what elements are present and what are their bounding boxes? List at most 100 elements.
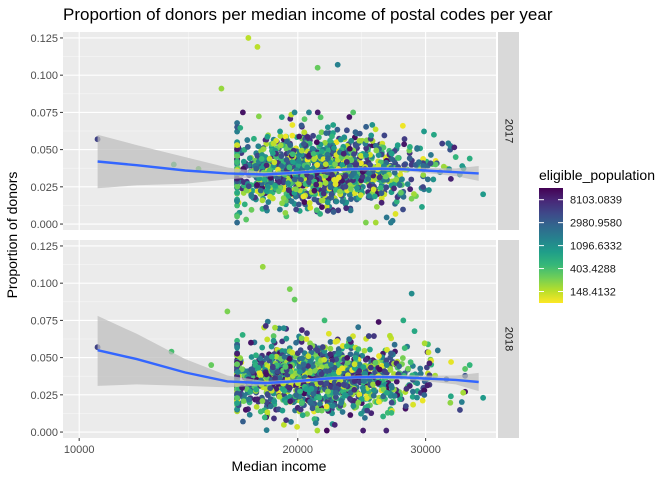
data-point (286, 164, 293, 171)
data-point (267, 193, 273, 200)
data-point (245, 183, 252, 190)
data-point (352, 129, 359, 136)
data-point (234, 390, 241, 397)
data-point (325, 388, 331, 395)
data-point (298, 177, 304, 183)
data-point (248, 354, 255, 360)
data-point (280, 325, 287, 332)
data-point (269, 363, 276, 370)
data-point (263, 355, 270, 361)
data-point (334, 61, 341, 68)
data-point (267, 174, 274, 181)
data-point (348, 196, 354, 202)
data-point (347, 207, 354, 214)
data-point (307, 358, 314, 365)
data-point (277, 128, 283, 135)
data-point (297, 406, 304, 413)
data-point (387, 367, 394, 373)
data-point (401, 162, 408, 169)
facet-strip-label: 2017 (503, 119, 515, 143)
data-point (308, 174, 314, 181)
data-point (291, 109, 298, 116)
data-point (315, 134, 322, 141)
data-point (298, 327, 305, 333)
data-point (248, 192, 255, 198)
data-point (293, 206, 300, 213)
data-point (380, 413, 387, 420)
data-point (383, 362, 390, 368)
data-point (348, 137, 355, 144)
facet-2018: 2018 0.000 0.025 0.050 0.075 0.100 0.125 (30, 240, 519, 439)
data-point (380, 393, 387, 400)
data-point (359, 352, 366, 359)
data-point (361, 347, 368, 354)
data-point (372, 359, 379, 366)
data-point (327, 184, 334, 191)
data-point (367, 162, 374, 168)
data-point (394, 155, 401, 161)
data-point (409, 393, 416, 400)
data-point (366, 193, 373, 199)
data-point (314, 64, 321, 71)
data-point (378, 195, 385, 202)
data-point (370, 392, 377, 399)
data-point (457, 407, 463, 413)
data-point (282, 363, 289, 370)
data-point (466, 362, 473, 368)
data-point (311, 187, 318, 194)
data-point (405, 365, 411, 372)
data-point (330, 122, 337, 128)
data-point (407, 144, 413, 150)
data-point (325, 330, 332, 337)
data-point (391, 169, 398, 176)
data-point (238, 366, 245, 373)
data-point (426, 187, 432, 193)
data-point (284, 138, 290, 145)
data-point (291, 176, 298, 183)
data-point (430, 176, 437, 183)
data-point (234, 395, 241, 401)
data-point (408, 176, 415, 183)
data-point (373, 203, 380, 210)
data-point (393, 378, 400, 385)
data-point (271, 398, 278, 405)
data-point (265, 199, 272, 205)
data-point (283, 417, 290, 424)
data-point (276, 375, 283, 381)
data-point (376, 366, 383, 373)
data-point (411, 191, 417, 197)
y-tick-label: 0.050 (30, 353, 58, 365)
data-point (304, 411, 311, 417)
data-point (296, 133, 303, 140)
data-point (408, 161, 415, 168)
data-point (310, 132, 316, 139)
data-point (325, 155, 331, 162)
legend-label: 2980.9580 (570, 218, 622, 230)
data-point (313, 207, 320, 214)
data-point (303, 336, 310, 342)
data-point (237, 124, 244, 131)
data-point (255, 364, 262, 371)
x-axis-title: Median income (232, 458, 327, 474)
y-tick-label: 0.075 (30, 315, 58, 327)
data-point (399, 122, 406, 129)
data-point (339, 198, 346, 205)
data-point (359, 173, 366, 180)
data-point (383, 184, 390, 191)
data-point (420, 162, 427, 169)
data-point (323, 130, 330, 137)
data-point (406, 155, 413, 162)
data-point (317, 400, 323, 407)
data-point (335, 346, 342, 352)
data-point (288, 418, 294, 425)
data-point (328, 361, 334, 368)
data-point (270, 337, 277, 344)
y-tick-label: 0.075 (30, 107, 58, 119)
data-point (399, 176, 405, 183)
data-point (335, 174, 342, 181)
data-point (451, 144, 458, 151)
data-point (371, 387, 377, 394)
data-point (431, 131, 437, 138)
data-point (307, 398, 314, 405)
data-point (381, 132, 388, 139)
